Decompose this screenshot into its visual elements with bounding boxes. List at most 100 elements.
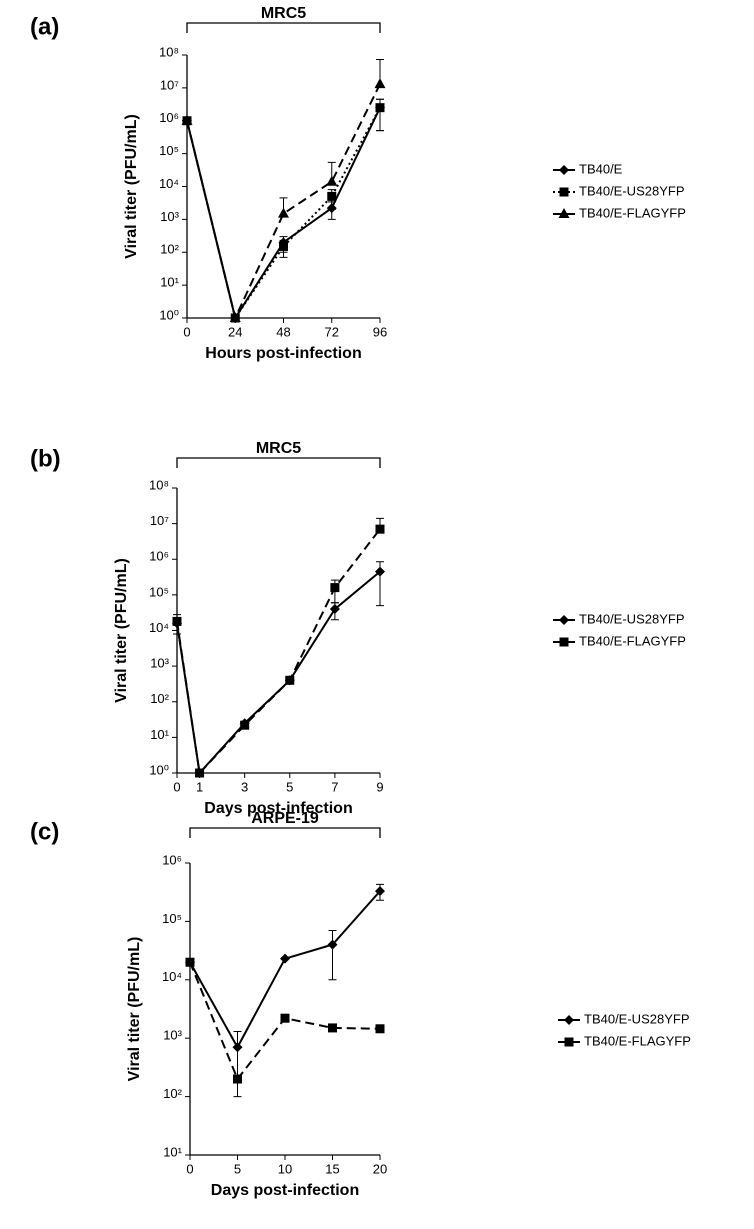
data-point xyxy=(329,604,340,615)
legend-label: TB40/E-FLAGYFP xyxy=(579,205,686,220)
y-tick-label: 10⁶ xyxy=(159,110,179,125)
x-tick-label: 96 xyxy=(373,324,387,339)
y-tick-label: 10⁵ xyxy=(159,143,179,158)
legend-marker xyxy=(564,1037,574,1047)
legend-marker xyxy=(559,165,569,175)
y-tick-label: 10² xyxy=(163,1086,182,1101)
y-tick-label: 10⁰ xyxy=(149,762,169,777)
x-tick-label: 72 xyxy=(325,324,339,339)
y-axis-label: Viral titer (PFU/mL) xyxy=(126,937,143,1082)
x-tick-label: 24 xyxy=(228,324,242,339)
y-tick-label: 10⁵ xyxy=(162,911,182,926)
legend-label: TB40/E-US28YFP xyxy=(579,183,685,198)
y-tick-label: 10⁵ xyxy=(149,584,169,599)
data-point xyxy=(229,312,241,322)
data-point xyxy=(185,957,195,967)
legend-label: TB40/E-FLAGYFP xyxy=(584,1033,691,1048)
chart-title: ARPE-19 xyxy=(251,810,319,827)
data-point xyxy=(327,191,337,201)
data-point xyxy=(285,675,295,685)
y-tick-label: 10⁴ xyxy=(149,620,169,635)
legend-marker xyxy=(559,187,569,197)
series-line xyxy=(176,570,381,776)
legend-label: TB40/E xyxy=(579,161,623,176)
series-line xyxy=(186,107,381,321)
x-axis-label: Days post-infection xyxy=(211,1182,359,1199)
legend-marker xyxy=(559,637,569,647)
y-tick-label: 10¹ xyxy=(160,275,179,290)
data-point xyxy=(328,1023,337,1033)
x-tick-label: 5 xyxy=(234,1161,241,1176)
x-tick-label: 0 xyxy=(183,324,190,339)
data-point xyxy=(232,1042,243,1053)
data-point xyxy=(172,616,182,626)
x-tick-label: 20 xyxy=(373,1161,387,1176)
x-tick-label: 10 xyxy=(278,1161,292,1176)
y-tick-label: 10² xyxy=(150,691,169,706)
data-point xyxy=(181,114,193,125)
x-tick-label: 9 xyxy=(376,779,383,794)
y-tick-label: 10⁸ xyxy=(159,44,179,59)
data-point xyxy=(278,207,289,218)
y-tick-label: 10⁰ xyxy=(159,307,179,322)
x-tick-label: 3 xyxy=(241,779,248,794)
y-tick-label: 10² xyxy=(160,242,179,257)
legend-label: TB40/E-FLAGYFP xyxy=(579,633,686,648)
x-axis-label: Hours post-infection xyxy=(205,345,361,362)
data-point xyxy=(375,566,385,577)
legend-marker xyxy=(558,208,570,218)
y-tick-label: 10⁶ xyxy=(149,549,169,564)
y-tick-label: 10⁴ xyxy=(159,176,179,191)
panel-label: (a) xyxy=(30,13,59,40)
x-axis-label: Days post-infection xyxy=(204,800,352,817)
data-point xyxy=(374,78,386,89)
data-point xyxy=(327,939,338,950)
title-bracket xyxy=(176,457,381,468)
legend-label: TB40/E-US28YFP xyxy=(584,1011,690,1026)
series-line xyxy=(176,528,381,776)
title-bracket xyxy=(186,22,381,33)
data-point xyxy=(195,768,205,778)
x-tick-label: 0 xyxy=(186,1161,193,1176)
x-tick-label: 0 xyxy=(173,779,180,794)
y-tick-label: 10³ xyxy=(160,209,179,224)
y-tick-label: 10³ xyxy=(163,1028,182,1043)
y-tick-label: 10⁷ xyxy=(150,513,169,528)
data-point xyxy=(279,241,288,251)
y-tick-label: 10¹ xyxy=(150,727,169,742)
chart-title: MRC5 xyxy=(261,5,306,22)
chart-title: MRC5 xyxy=(256,440,301,457)
title-bracket xyxy=(189,827,381,838)
y-tick-label: 10⁷ xyxy=(160,77,179,92)
y-tick-label: 10³ xyxy=(150,656,169,671)
data-point xyxy=(375,1024,385,1034)
y-tick-label: 10⁶ xyxy=(162,852,182,867)
legend-marker xyxy=(559,615,569,625)
data-point xyxy=(326,175,338,186)
panel-label: (c) xyxy=(30,818,59,845)
x-tick-label: 7 xyxy=(331,779,338,794)
y-tick-label: 10¹ xyxy=(163,1144,182,1159)
data-point xyxy=(233,1074,242,1084)
x-tick-label: 1 xyxy=(196,779,203,794)
data-point xyxy=(375,103,385,113)
data-point xyxy=(330,583,340,593)
data-point xyxy=(280,1013,290,1023)
legend-label: TB40/E-US28YFP xyxy=(579,611,685,626)
series-line xyxy=(186,83,381,322)
data-point xyxy=(375,886,385,897)
data-point xyxy=(375,524,385,534)
x-tick-label: 15 xyxy=(325,1161,339,1176)
y-tick-label: 10⁸ xyxy=(149,477,169,492)
y-axis-label: Viral titer (PFU/mL) xyxy=(113,558,130,703)
series-line xyxy=(189,890,381,1050)
y-axis-label: Viral titer (PFU/mL) xyxy=(123,114,140,259)
y-tick-label: 10⁴ xyxy=(162,969,182,984)
error-bar xyxy=(328,929,337,981)
panel-label: (b) xyxy=(30,445,61,472)
legend-marker xyxy=(564,1015,574,1025)
data-point xyxy=(240,720,250,730)
data-point xyxy=(280,953,290,964)
x-tick-label: 5 xyxy=(286,779,293,794)
